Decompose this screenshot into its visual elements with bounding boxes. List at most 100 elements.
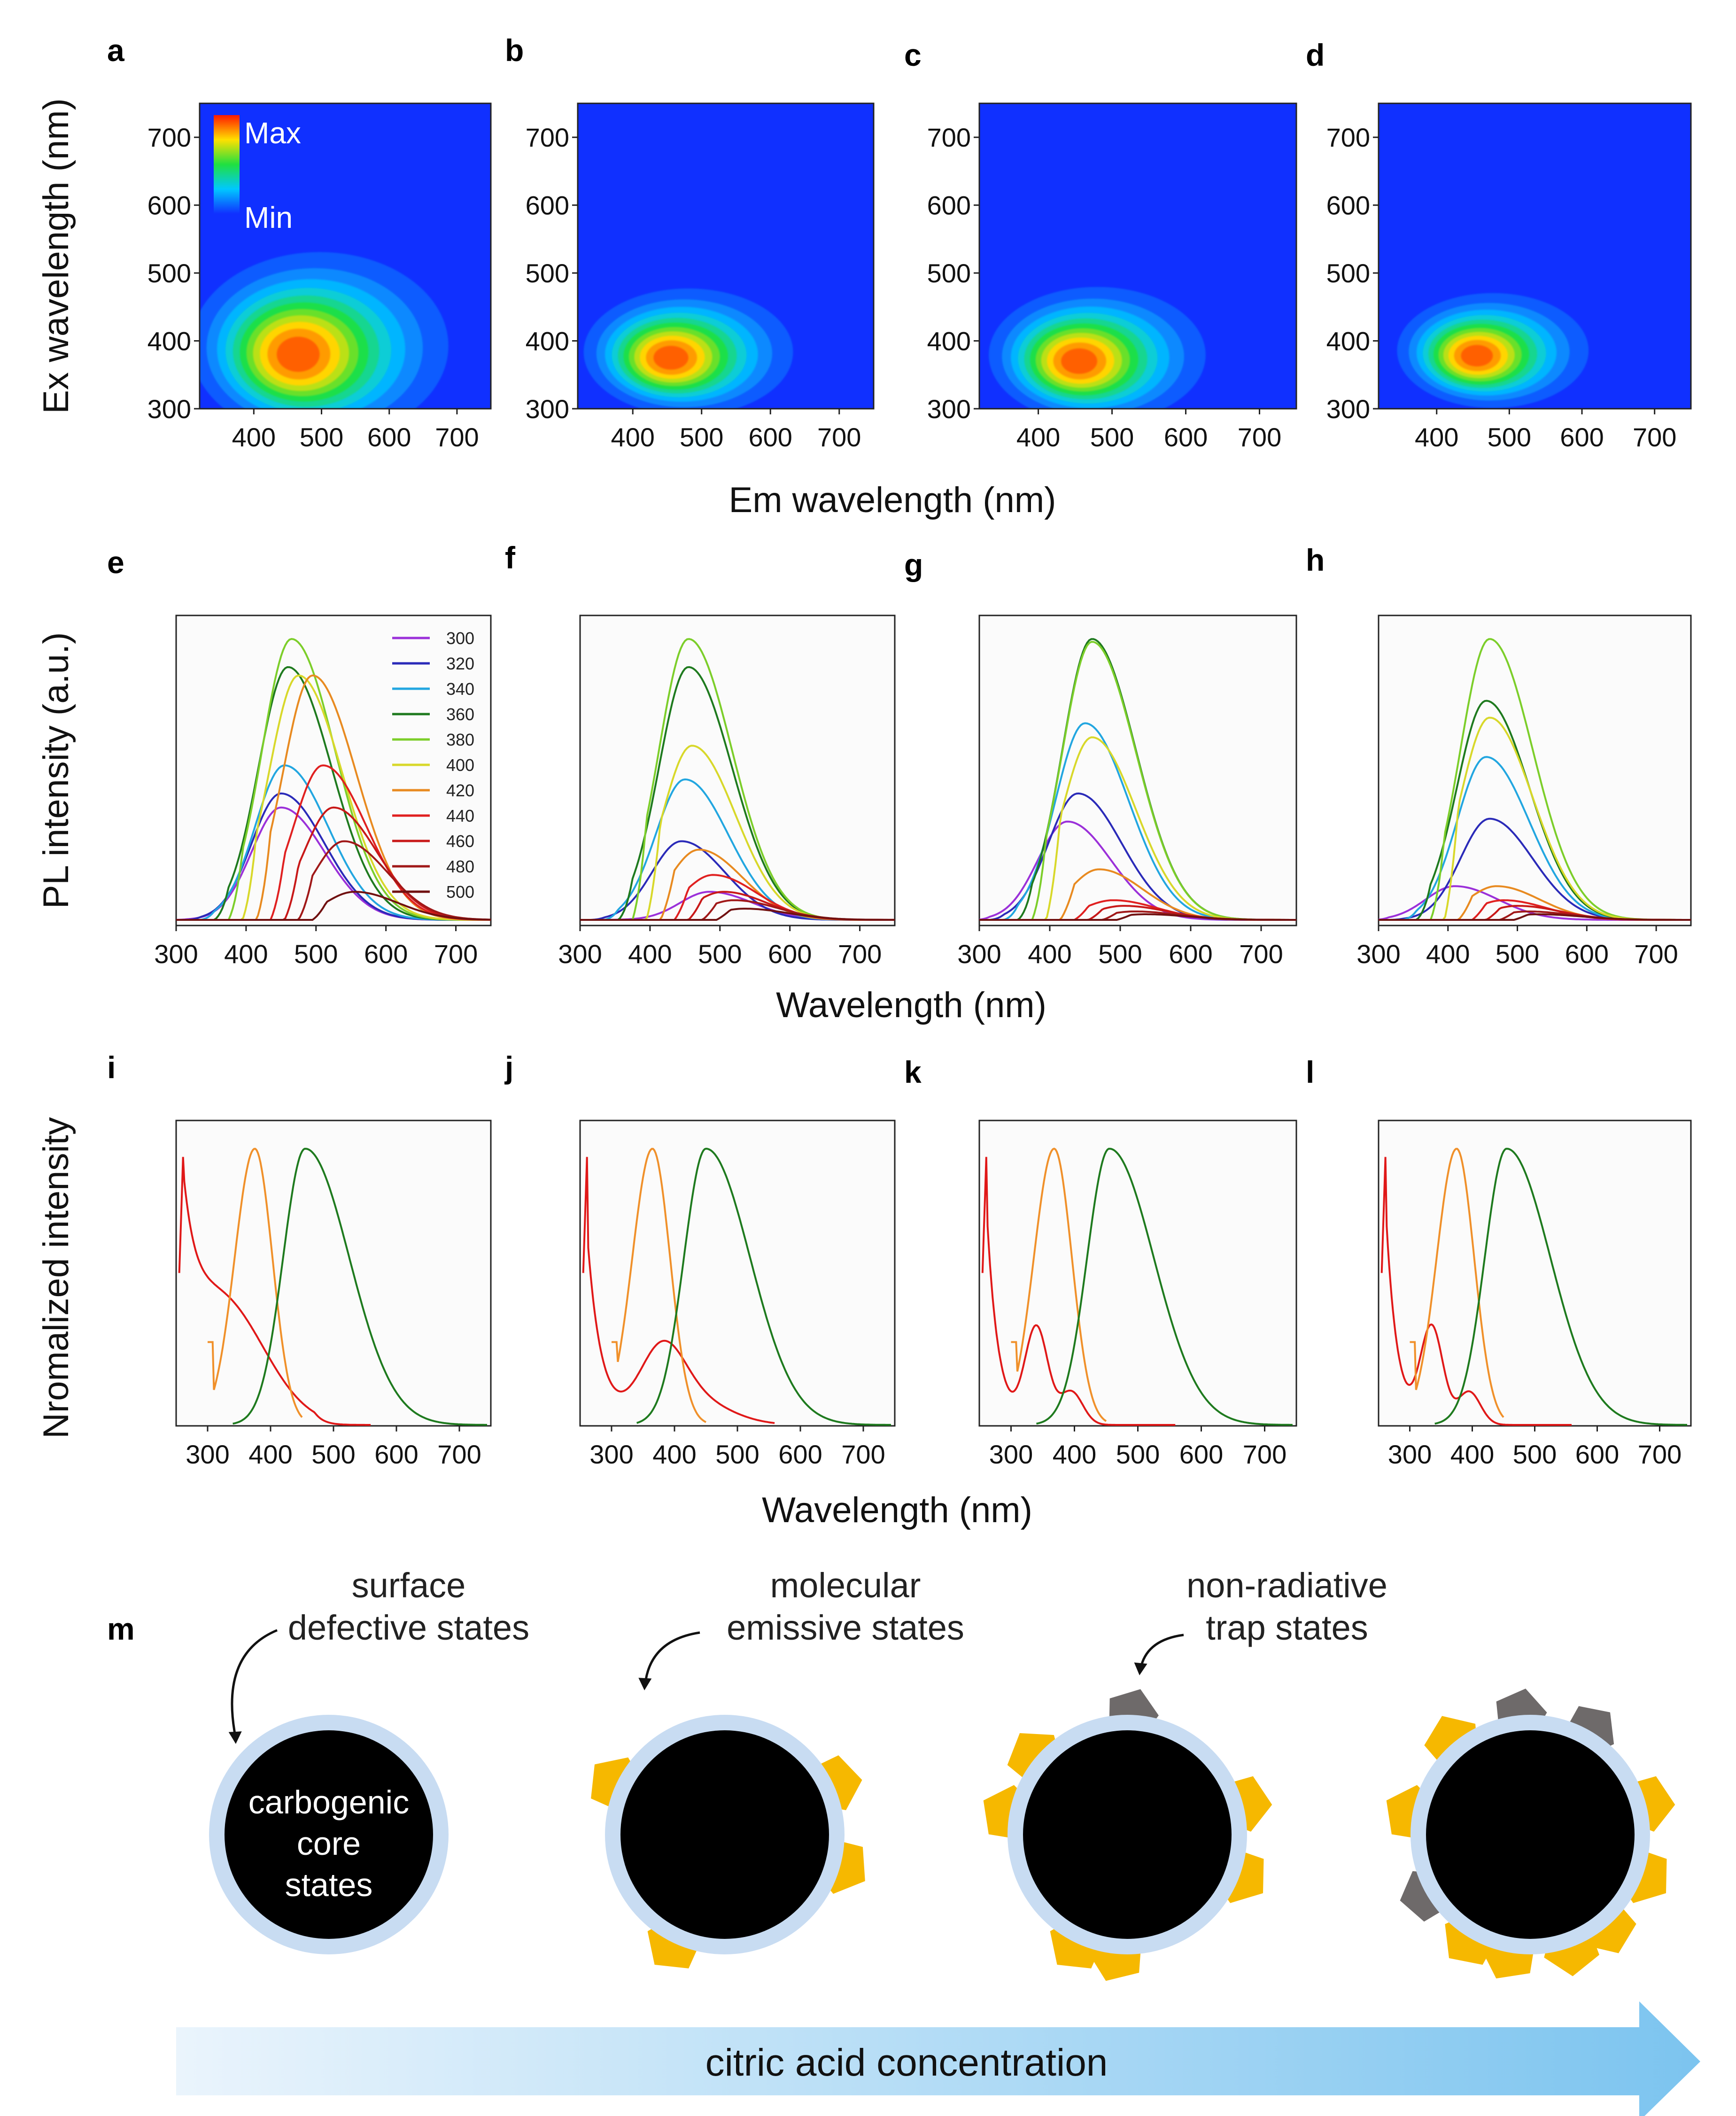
x-tick-label: 600 — [367, 422, 411, 452]
legend-label: 480 — [446, 857, 474, 876]
panel-label-m: m — [107, 1611, 135, 1646]
x-tick-label: 600 — [749, 422, 792, 452]
x-tick-label: 500 — [698, 939, 742, 969]
absorption-line — [582, 1157, 775, 1424]
particle-1: carbogenic core states — [209, 1715, 449, 1954]
pl-x-axis-title: Wavelength (nm) — [776, 985, 1046, 1025]
x-tick-label: 400 — [1450, 1439, 1494, 1469]
norm-panel-j: 300 400 500 600 700 — [579, 1120, 896, 1469]
x-tick-label: 500 — [1496, 939, 1539, 969]
y-tick-label: 300 — [927, 394, 971, 424]
pl-series-line — [979, 913, 1296, 921]
y-tick-label: 500 — [147, 258, 191, 288]
panel-label-i: i — [107, 1050, 116, 1085]
pl-series-line — [176, 891, 491, 921]
norm-frame — [175, 1120, 492, 1427]
annotation-trap-line1: non-radiative — [1186, 1566, 1387, 1605]
pl-frame — [1378, 615, 1692, 926]
x-tick-label: 500 — [294, 939, 338, 969]
particle-2 — [591, 1715, 865, 1968]
y-tick-label: 500 — [927, 258, 971, 288]
x-tick-label: 700 — [1239, 939, 1283, 969]
x-tick-label: 400 — [248, 1439, 292, 1469]
x-tick-label: 600 — [1169, 939, 1212, 969]
x-tick-label: 400 — [628, 939, 672, 969]
y-tick-label: 700 — [927, 123, 971, 152]
x-tick-label: 400 — [1016, 422, 1060, 452]
y-tick-label: 700 — [1326, 123, 1370, 152]
heatmap-y-axis-title: Ex wavelength (nm) — [36, 98, 76, 414]
panel-label-k: k — [904, 1055, 922, 1089]
pointer-surface-head — [228, 1731, 242, 1744]
x-tick-label: 400 — [611, 422, 654, 452]
emission-line — [1036, 1148, 1293, 1426]
x-tick-label: 500 — [1116, 1439, 1160, 1469]
pl-frame — [978, 615, 1297, 926]
y-tick-label: 300 — [1326, 394, 1370, 424]
x-tick-label: 600 — [778, 1439, 822, 1469]
x-tick-label: 400 — [1415, 422, 1458, 452]
annotation-molecular-line1: molecular — [770, 1566, 921, 1605]
y-tick-label: 700 — [526, 123, 569, 152]
pointer-trap-head — [1134, 1662, 1147, 1675]
norm-x-axis-title: Wavelength (nm) — [762, 1490, 1032, 1530]
core-label-line: carbogenic — [248, 1784, 409, 1820]
legend-label: 500 — [446, 882, 474, 902]
emission-line — [636, 1147, 891, 1426]
x-tick-label: 300 — [957, 939, 1001, 969]
carbogenic-core — [1426, 1730, 1635, 1939]
pointer-trap — [1140, 1634, 1184, 1666]
heatmap-a: 300 400 500 600 700 400 500 600 700 Max Min — [147, 102, 492, 452]
legend-label: 300 — [446, 629, 474, 648]
pl-y-axis-title: PL intensity (a.u.) — [36, 632, 76, 909]
legend-label: 320 — [446, 654, 474, 673]
legend-label: 420 — [446, 781, 474, 800]
pl-panel-e: 300 400 500 600 700 300 320 340 360 380 400 420 440 4… — [154, 615, 492, 969]
norm-frame — [978, 1120, 1297, 1427]
x-tick-label: 300 — [154, 939, 198, 969]
heatmap-frame — [199, 102, 492, 410]
particle-3 — [983, 1689, 1272, 1981]
panel-label-c: c — [904, 38, 922, 72]
x-tick-label: 700 — [1238, 422, 1281, 452]
pl-panel-f: 300 400 500 600 700 — [558, 615, 896, 969]
heatmap-frame — [577, 102, 875, 410]
heatmap-x-axis-title: Em wavelength (nm) — [729, 480, 1056, 520]
x-tick-label: 700 — [1633, 422, 1676, 452]
absorption-line — [1380, 1157, 1572, 1426]
x-tick-label: 400 — [1053, 1439, 1096, 1469]
x-tick-label: 500 — [300, 422, 343, 452]
panel-label-b: b — [505, 33, 524, 68]
y-tick-label: 600 — [147, 191, 191, 220]
norm-panel-l: 300 400 500 600 700 — [1378, 1120, 1692, 1469]
annotation-surface-line1: surface — [352, 1566, 466, 1605]
legend-label: 380 — [446, 730, 474, 749]
x-tick-label: 700 — [817, 422, 861, 452]
x-tick-label: 400 — [1426, 939, 1470, 969]
concentration-arrow — [176, 2001, 1700, 2116]
colorbar — [214, 115, 240, 214]
annotation-molecular-line2: emissive states — [727, 1608, 964, 1647]
pointer-surface — [231, 1629, 278, 1734]
legend-label: 460 — [446, 832, 474, 851]
norm-panel-k: 300 400 500 600 700 — [978, 1120, 1297, 1469]
panel-label-d: d — [1306, 38, 1325, 72]
absorption-line — [178, 1157, 371, 1426]
x-tick-label: 400 — [1028, 939, 1071, 969]
panel-label-f: f — [505, 540, 516, 575]
heatmap-contour-level — [653, 346, 689, 370]
excitation-line — [1410, 1148, 1504, 1418]
x-tick-label: 600 — [1575, 1439, 1619, 1469]
x-tick-label: 700 — [1638, 1439, 1682, 1469]
y-tick-label: 600 — [927, 191, 971, 220]
x-tick-label: 600 — [1164, 422, 1208, 452]
x-tick-label: 700 — [437, 1439, 481, 1469]
pl-panel-g: 300 400 500 600 700 — [957, 615, 1297, 969]
x-tick-label: 300 — [1356, 939, 1400, 969]
x-tick-label: 600 — [364, 939, 408, 969]
x-tick-label: 500 — [715, 1439, 759, 1469]
heatmap-frame — [978, 102, 1297, 410]
pointer-molecular-head — [638, 1678, 652, 1690]
x-tick-label: 300 — [589, 1439, 633, 1469]
y-tick-label: 500 — [526, 258, 569, 288]
